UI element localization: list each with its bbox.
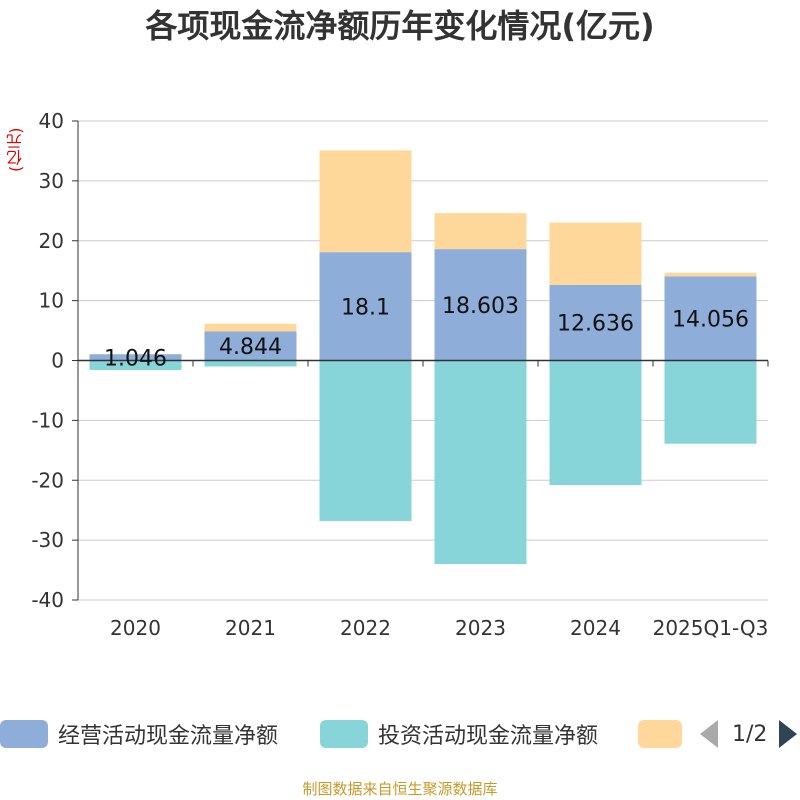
bar-2024-series-1 bbox=[549, 360, 642, 486]
legend-label-operating: 经营活动现金流量净额 bbox=[58, 724, 279, 749]
x-tick-label: 2024 bbox=[570, 616, 621, 640]
bar-2024-series-2 bbox=[549, 222, 642, 285]
legend-swatch-operating bbox=[0, 720, 48, 748]
bar-2021-series-2 bbox=[204, 323, 297, 332]
data-label: 1.046 bbox=[104, 346, 167, 371]
data-labels: 1.046 4.844 18.1 18.603 12.636 14.056 bbox=[104, 294, 749, 372]
x-tick-label: 2022 bbox=[340, 616, 391, 640]
bar-2020-series-0 bbox=[89, 354, 182, 361]
bar-2024-series-0 bbox=[549, 284, 642, 361]
legend-next-page-icon[interactable] bbox=[779, 720, 798, 748]
legend-item-third[interactable] bbox=[638, 718, 692, 750]
legend-label-investing: 投资活动现金流量净额 bbox=[378, 724, 599, 749]
legend-swatch-third bbox=[638, 720, 682, 748]
y-tick-label: -30 bbox=[31, 528, 64, 552]
legend-page-indicator: 1/2 bbox=[732, 721, 768, 747]
legend-prev-page-icon[interactable] bbox=[700, 720, 718, 748]
y-tick-label: 10 bbox=[39, 289, 64, 313]
axes: 40 30 20 10 0 -10 -20 -30 -40 2020 2021 2022 2023 202… bbox=[31, 109, 769, 640]
legend-item-investing[interactable]: 投资活动现金流量净额 bbox=[320, 718, 598, 750]
bar-2023-series-0 bbox=[434, 249, 527, 361]
y-tick-label: 40 bbox=[39, 109, 64, 133]
bar-2025Q1-Q3-series-0 bbox=[664, 276, 757, 361]
y-tick-label: -40 bbox=[31, 588, 64, 612]
bar-2025Q1-Q3-series-1 bbox=[664, 360, 757, 444]
legend-item-operating[interactable]: 经营活动现金流量净额 bbox=[0, 718, 278, 750]
data-label: 18.603 bbox=[442, 294, 519, 319]
x-tick-label: 2020 bbox=[110, 616, 161, 640]
bar-2021-series-1 bbox=[204, 360, 297, 367]
x-tick-label: 2021 bbox=[225, 616, 276, 640]
data-label: 18.1 bbox=[341, 295, 390, 320]
y-tick-label: 0 bbox=[51, 349, 64, 373]
y-tick-label: -10 bbox=[31, 408, 64, 432]
bars bbox=[89, 150, 757, 565]
bar-2023-series-1 bbox=[434, 360, 527, 565]
y-tick-label: -20 bbox=[31, 468, 64, 492]
data-label: 4.844 bbox=[219, 335, 282, 360]
bar-2023-series-2 bbox=[434, 213, 527, 250]
legend-pager: 1/2 bbox=[700, 718, 798, 750]
data-source-footer: 制图数据来自恒生聚源数据库 bbox=[302, 780, 498, 798]
y-tick-label: 20 bbox=[39, 229, 64, 253]
data-label: 12.636 bbox=[557, 312, 634, 337]
bar-2021-series-0 bbox=[204, 331, 297, 361]
bar-2022-series-1 bbox=[319, 360, 412, 521]
x-tick-label: 2023 bbox=[455, 616, 506, 640]
legend: 经营活动现金流量净额 投资活动现金流量净额 1/2 bbox=[0, 714, 800, 754]
data-label: 14.056 bbox=[672, 307, 749, 332]
bar-2022-series-0 bbox=[319, 252, 412, 361]
bar-2020-series-1 bbox=[89, 360, 182, 371]
bar-2022-series-2 bbox=[319, 150, 412, 253]
chart-title: 各项现金流净额历年变化情况(亿元) bbox=[145, 7, 655, 45]
bar-chart: 40 30 20 10 0 -10 -20 -30 -40 2020 2021 2022 2023 202… bbox=[31, 109, 769, 640]
y-tick-label: 30 bbox=[39, 169, 64, 193]
x-tick-label: 2025Q1-Q3 bbox=[653, 616, 769, 640]
legend-swatch-investing bbox=[320, 720, 368, 748]
grid-lines bbox=[78, 120, 768, 601]
bar-2025Q1-Q3-series-2 bbox=[664, 272, 757, 277]
